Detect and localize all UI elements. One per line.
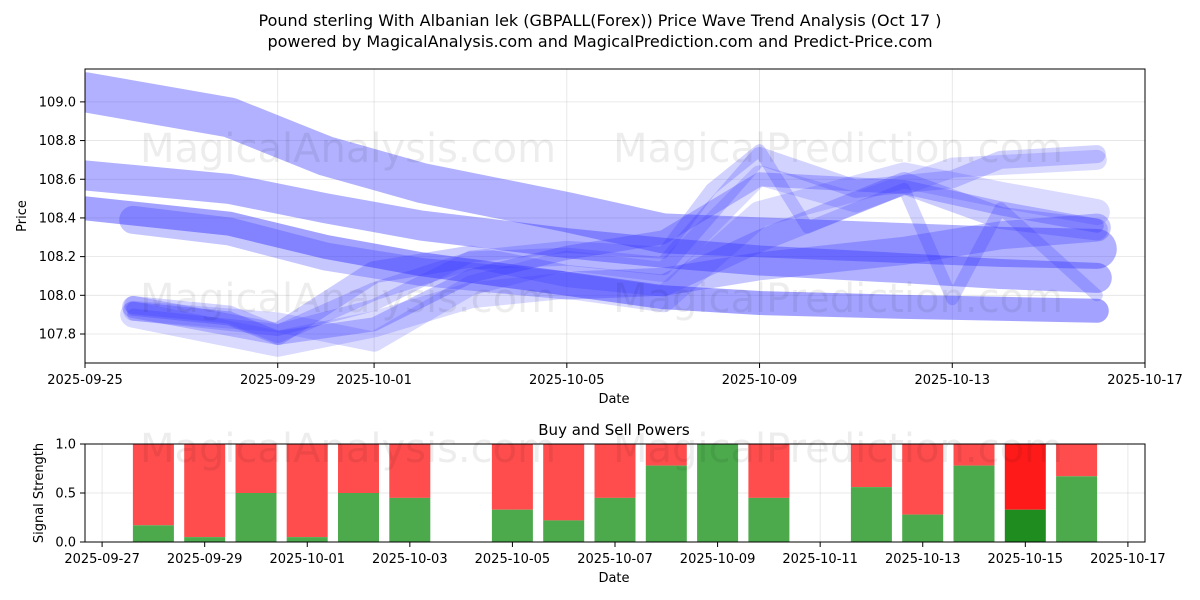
signal-x-tick-label: 2025-10-07	[577, 552, 653, 567]
buy-power-bar	[697, 444, 739, 542]
price-y-tick-label: 108.8	[39, 134, 76, 149]
signal-x-tick-label: 2025-10-13	[885, 552, 961, 567]
buy-power-bar	[338, 493, 379, 542]
price-x-tick-label: 2025-10-17	[1107, 373, 1183, 388]
price-wave-band-1	[85, 72, 1117, 269]
price-x-tick-label: 2025-09-29	[240, 373, 316, 388]
signal-x-tick-label: 2025-09-29	[167, 552, 243, 567]
buy-power-bar	[1056, 476, 1098, 542]
sell-power-bar	[594, 444, 636, 498]
signal-x-axis-label: Date	[598, 571, 629, 586]
price-chart-grid	[84, 69, 1146, 363]
watermark-top-left: MagicalAnalysis.com	[140, 126, 556, 172]
buy-power-bar	[953, 465, 995, 542]
price-x-tick-label: 2025-10-13	[914, 373, 990, 388]
price-chart-ticks: 2025-09-25 2025-09-29 2025-10-01 2025-10-05…	[39, 95, 1183, 388]
sell-power-bar	[902, 444, 944, 515]
price-x-tick-label: 2025-10-01	[336, 373, 412, 388]
price-x-tick-label: 2025-10-05	[529, 373, 605, 388]
signal-x-tick-label: 2025-10-17	[1090, 552, 1166, 567]
watermark-top-right: MagicalPrediction.com	[613, 126, 1063, 172]
sell-power-bar	[748, 444, 790, 498]
buy-power-bar	[645, 465, 687, 542]
buy-power-bar	[184, 537, 226, 542]
sell-power-bar	[286, 444, 328, 538]
signal-y-tick-label: 0.0	[55, 536, 76, 551]
price-y-tick-label: 108.6	[39, 173, 76, 188]
signal-x-tick-label: 2025-10-15	[988, 552, 1064, 567]
price-wave-band-2	[85, 160, 1112, 293]
price-x-tick-label: 2025-10-09	[722, 373, 798, 388]
sell-power-bar	[543, 444, 585, 521]
sell-power-bar	[235, 444, 277, 493]
signal-x-tick-label: 2025-10-11	[782, 552, 858, 567]
price-chart-frame	[84, 68, 1146, 364]
buy-power-bar	[902, 514, 944, 542]
signal-x-tick-label: 2025-10-01	[269, 552, 345, 567]
signal-chart-ticks: 2025-09-27 2025-09-29 2025-10-01 2025-10-03…	[55, 438, 1165, 568]
price-y-axis-label: Price	[15, 200, 30, 232]
buy-power-bar	[235, 493, 277, 542]
signal-y-tick-label: 0.5	[55, 487, 76, 502]
price-x-tick-label: 2025-09-25	[47, 373, 123, 388]
signal-bars	[132, 444, 1098, 542]
price-y-tick-label: 108.4	[39, 211, 76, 226]
buy-power-bar	[491, 509, 533, 542]
sell-power-bar	[645, 444, 687, 466]
sell-power-bar	[491, 444, 533, 510]
price-wave-band-8	[123, 149, 1107, 352]
chart-title: Pound sterling With Albanian lek (GBPALL…	[259, 11, 942, 30]
sell-power-bar	[132, 444, 174, 526]
sell-power-bar	[850, 444, 892, 488]
sell-power-bar	[953, 444, 995, 466]
price-y-tick-label: 108.2	[39, 250, 76, 265]
price-wave-bands	[85, 72, 1117, 357]
buy-power-bar	[543, 520, 585, 542]
signal-x-tick-label: 2025-09-27	[64, 552, 140, 567]
buy-power-bar	[132, 525, 174, 542]
buy-power-bar	[286, 537, 328, 542]
watermark-mid-right: MagicalPrediction.com	[613, 276, 1063, 322]
price-y-tick-label: 108.0	[39, 289, 76, 304]
buy-power-bar	[850, 487, 892, 542]
watermark-bottom-left: MagicalAnalysis.com	[140, 426, 556, 472]
price-wave-band-6	[124, 145, 1106, 343]
watermark-mid-left: MagicalAnalysis.com	[140, 276, 556, 322]
price-y-tick-label: 109.0	[39, 95, 76, 110]
buy-power-bar	[1004, 509, 1046, 542]
sell-power-bar	[389, 444, 431, 498]
signal-x-tick-label: 2025-10-09	[680, 552, 756, 567]
price-wave-band-7	[127, 144, 1103, 337]
sell-power-bar	[338, 444, 379, 493]
buy-power-bar	[748, 497, 790, 542]
price-wave-band-9	[122, 172, 1108, 345]
price-wave-band-5	[126, 172, 1104, 345]
signal-y-axis-label: Signal Strength	[32, 443, 47, 543]
signal-x-tick-label: 2025-10-05	[475, 552, 551, 567]
signal-x-tick-label: 2025-10-03	[372, 552, 448, 567]
price-wave-band-4	[119, 205, 1111, 300]
buy-power-bar	[389, 497, 431, 542]
sell-power-bar	[184, 444, 226, 538]
price-wave-band-10	[120, 162, 1110, 357]
sell-power-bar	[1056, 444, 1098, 477]
price-x-axis-label: Date	[598, 392, 629, 407]
sell-power-bar	[1004, 444, 1046, 510]
buy-power-bar	[594, 497, 636, 542]
signal-y-tick-label: 1.0	[55, 438, 76, 453]
signal-chart-title: Buy and Sell Powers	[538, 421, 690, 439]
chart-subtitle: powered by MagicalAnalysis.com and Magic…	[267, 32, 932, 51]
watermark-bottom-right: MagicalPrediction.com	[613, 426, 1063, 472]
price-y-tick-label: 107.8	[39, 327, 76, 342]
price-wave-band-3	[85, 196, 1109, 323]
